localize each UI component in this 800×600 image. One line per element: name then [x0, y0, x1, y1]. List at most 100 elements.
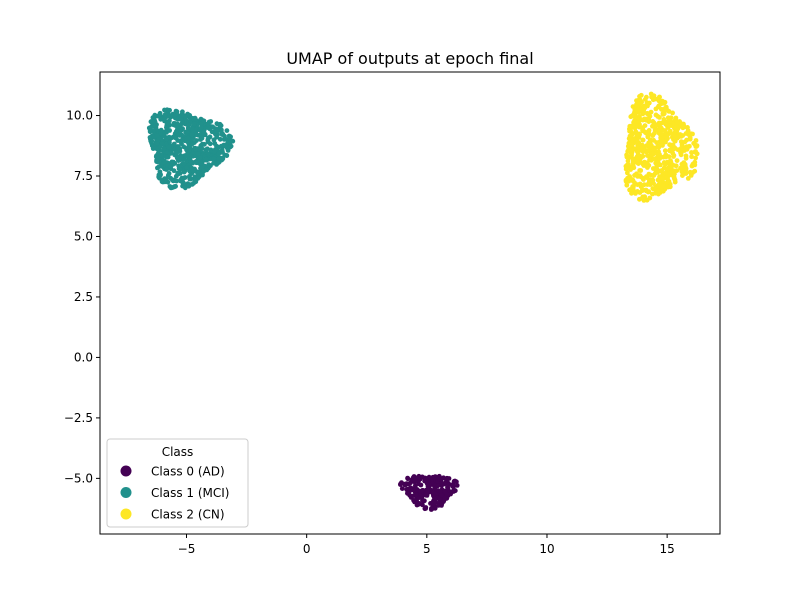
data-point — [667, 119, 673, 124]
data-point — [184, 118, 190, 124]
data-point — [189, 182, 195, 187]
data-point — [223, 137, 229, 142]
data-point — [645, 134, 651, 140]
data-point — [148, 125, 154, 130]
data-point — [444, 492, 450, 497]
data-point — [173, 129, 179, 134]
data-point — [185, 144, 191, 150]
data-point — [419, 494, 425, 500]
data-point — [203, 156, 209, 162]
x-tick-label: 5 — [423, 542, 431, 556]
data-point — [658, 162, 663, 168]
data-point — [198, 161, 203, 167]
data-point — [173, 183, 179, 189]
data-point — [637, 168, 643, 173]
data-point — [214, 128, 220, 134]
data-point — [640, 149, 646, 155]
data-point — [656, 96, 662, 102]
data-point — [635, 174, 641, 179]
data-point — [693, 149, 698, 154]
data-point — [224, 128, 230, 134]
data-point — [166, 171, 172, 176]
data-point — [451, 479, 457, 484]
data-point — [423, 492, 429, 498]
data-point — [214, 121, 220, 127]
data-point — [659, 142, 665, 148]
plot-frame — [99, 71, 721, 535]
x-tick-label: −5 — [178, 542, 196, 556]
data-point — [640, 117, 646, 123]
data-point — [637, 190, 643, 195]
data-point — [189, 126, 195, 131]
data-point — [170, 177, 175, 183]
legend-marker — [120, 508, 132, 520]
data-point — [692, 162, 698, 168]
data-point — [179, 175, 185, 181]
points-layer — [146, 91, 700, 512]
data-point — [662, 148, 668, 154]
data-point — [166, 144, 172, 150]
legend: Class Class 0 (AD) Class 1 (MCI) Class 2 (… — [106, 438, 249, 528]
data-point — [660, 176, 665, 181]
data-point — [161, 145, 167, 151]
data-point — [640, 195, 646, 201]
data-point — [685, 144, 691, 150]
data-point — [189, 132, 195, 138]
y-tick-label: 0.0 — [74, 350, 93, 364]
y-tick-label: 10.0 — [66, 109, 93, 123]
data-point — [216, 151, 221, 157]
data-point — [647, 178, 653, 184]
data-point — [436, 503, 441, 508]
data-point — [192, 177, 198, 183]
data-point — [636, 161, 641, 167]
data-point — [675, 134, 681, 140]
data-point — [655, 104, 661, 110]
data-point — [185, 135, 191, 141]
data-point — [685, 131, 691, 137]
data-point — [624, 182, 630, 188]
data-point — [640, 137, 646, 143]
data-point — [645, 165, 650, 170]
legend-box — [106, 438, 249, 528]
data-point — [228, 139, 233, 145]
data-point — [166, 134, 172, 140]
y-tick-label: 7.5 — [74, 169, 93, 183]
data-point — [218, 128, 224, 134]
data-point — [632, 180, 637, 186]
x-tick-label: 0 — [303, 542, 311, 556]
data-point — [666, 172, 672, 178]
legend-marker — [120, 465, 132, 477]
y-tick-label: −2.5 — [64, 411, 93, 425]
data-point — [174, 150, 180, 156]
data-point — [167, 151, 173, 156]
data-point — [155, 113, 161, 119]
data-point — [202, 141, 207, 147]
data-point — [636, 154, 642, 160]
x-tick-label: 10 — [539, 542, 554, 556]
data-point — [184, 165, 189, 170]
data-point — [637, 101, 643, 106]
data-point — [679, 142, 685, 148]
data-point — [685, 176, 691, 181]
data-point — [642, 123, 648, 128]
data-point — [646, 111, 651, 117]
chart-title: UMAP of outputs at epoch final — [286, 49, 533, 68]
data-point — [198, 125, 204, 131]
data-point — [205, 138, 211, 143]
data-point — [217, 136, 223, 142]
data-point — [684, 137, 690, 143]
data-point — [651, 156, 657, 162]
data-point — [663, 154, 669, 160]
data-point — [654, 140, 659, 145]
legend-title: Class — [162, 445, 194, 459]
data-point — [668, 166, 674, 172]
data-point — [189, 142, 195, 147]
data-point — [415, 475, 421, 480]
data-point — [147, 135, 153, 140]
data-point — [690, 131, 695, 137]
data-point — [210, 124, 216, 130]
data-point — [152, 119, 158, 125]
data-point — [650, 191, 655, 197]
data-point — [640, 153, 646, 159]
data-point — [178, 117, 184, 122]
